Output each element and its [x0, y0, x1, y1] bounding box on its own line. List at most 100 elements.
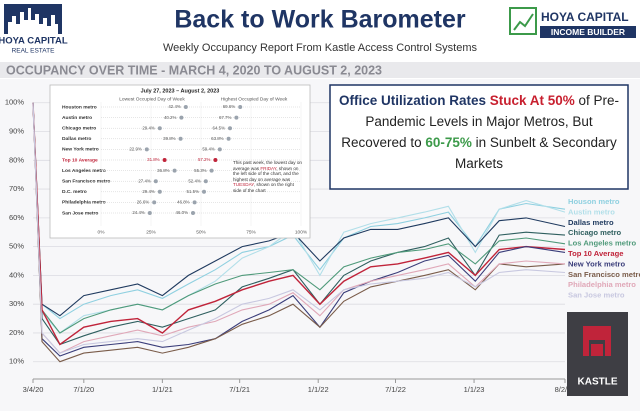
- series-line: [32, 102, 566, 354]
- inset-row-label: D.C. metro: [62, 189, 87, 195]
- inset-dot: [172, 168, 177, 173]
- y-tick-label: 90%: [9, 127, 24, 136]
- legend-label: Austin metro: [568, 207, 615, 216]
- inset-row-label: San Jose metro: [62, 210, 98, 216]
- logo-text: REAL ESTATE: [12, 48, 56, 55]
- inset-row-label: Houston metro: [62, 104, 97, 110]
- y-tick-label: 10%: [9, 357, 24, 366]
- inset-dot: [144, 147, 149, 152]
- inset-dot: [238, 105, 243, 109]
- logo-text: HOYA CAPITAL: [541, 10, 629, 24]
- inset-note: This past week, the lowest day on averag…: [233, 160, 303, 194]
- inset-value-label: 52.4%: [188, 178, 201, 183]
- y-tick-label: 50%: [9, 242, 24, 251]
- inset-row-label: Los Angeles metro: [62, 168, 106, 174]
- y-tick-label: 30%: [9, 299, 24, 308]
- text-run: FRIDAY: [260, 165, 277, 171]
- legend-label: Los Angeles metro: [568, 239, 636, 248]
- legend-label: Top 10 Average: [568, 249, 623, 258]
- inset-dot: [213, 158, 218, 162]
- inset-dot: [147, 211, 152, 215]
- inset-value-label: 69.6%: [223, 104, 236, 109]
- y-tick-label: 40%: [9, 270, 24, 279]
- inset-value-label: 29.4%: [142, 189, 155, 194]
- legend-label: Philadelphia metro: [568, 280, 636, 289]
- inset-value-label: 51.5%: [187, 189, 200, 194]
- text-run: Office Utilization Rates: [338, 93, 490, 108]
- inset-dot: [157, 126, 162, 131]
- header-bg: [0, 0, 640, 60]
- x-tick-label: 1/1/21: [152, 385, 173, 394]
- inset-dot: [202, 189, 206, 194]
- inset-row-label: Dallas metro: [62, 136, 91, 142]
- inset-dot: [153, 179, 158, 184]
- y-tick-label: 100%: [5, 98, 25, 107]
- inset-tick-label: 50%: [196, 229, 206, 235]
- inset-value-label: 55.3%: [194, 168, 207, 173]
- callout-box: [329, 84, 629, 190]
- inset-box: [49, 84, 311, 239]
- logo-text: KASTLE: [578, 377, 618, 388]
- section-bar: [0, 62, 640, 78]
- inset-value-label: 64.5%: [213, 125, 226, 130]
- y-tick-label: 70%: [9, 184, 24, 193]
- inset-value-label: 67.7%: [219, 115, 232, 120]
- inset-dot: [191, 211, 195, 215]
- x-tick-label: 8/2/23: [555, 385, 576, 394]
- legend-label: Houson metro: [568, 197, 620, 206]
- y-tick-label: 20%: [9, 328, 24, 337]
- series-line: [32, 102, 566, 346]
- inset-row-label: New York metro: [62, 147, 99, 153]
- series-line: [32, 102, 566, 357]
- inset-tick-label: 100%: [295, 229, 308, 235]
- text-run: 60-75%: [425, 135, 472, 150]
- text-run: , shown on the left side of the chart, a…: [233, 165, 299, 182]
- text-run: in Sunbelt & Secondary Markets: [454, 135, 617, 171]
- inset-dot: [162, 158, 167, 162]
- inset-dot: [178, 136, 183, 141]
- text-run: Stuck At 50%: [489, 93, 575, 108]
- legend-label: San Jose metro: [568, 291, 625, 300]
- x-tick-label: 3/4/20: [23, 385, 44, 394]
- inset-value-label: 31.8%: [147, 157, 160, 162]
- inset-value-label: 36.8%: [157, 168, 170, 173]
- text-run: TUESDAY: [233, 182, 254, 188]
- inset-dot: [209, 168, 214, 173]
- inset-dot: [234, 115, 239, 120]
- inset-tick-label: 0%: [98, 229, 106, 235]
- inset-value-label: 57.2%: [198, 157, 211, 162]
- inset-dot: [157, 189, 162, 194]
- text-run: , shown on the right side of the chart: [233, 182, 294, 193]
- inset-value-label: 46.8%: [177, 200, 190, 205]
- inset-value-label: 59.4%: [202, 147, 215, 152]
- section-title: OCCUPANCY OVER TIME - MARCH 4, 2020 TO A…: [6, 63, 382, 77]
- right-logo: HOYA CAPITAL INCOME BUILDER: [509, 7, 636, 38]
- inset-value-label: 26.6%: [137, 200, 150, 205]
- inset-dot: [152, 200, 157, 205]
- inset-value-label: 24.4%: [132, 210, 145, 215]
- inset-tick-label: 75%: [246, 229, 256, 235]
- inset-header: Lowest Occupied Day of Week: [119, 96, 185, 102]
- inset-value-label: 22.9%: [129, 147, 142, 152]
- y-tick-label: 80%: [9, 155, 24, 164]
- callout: Office Utilization Rates Stuck At 50% of…: [334, 90, 624, 174]
- logo-text: HOYA CAPITAL: [0, 36, 68, 47]
- inset-dot: [203, 179, 208, 184]
- inset-header: Highest Occupied Day of Week: [221, 96, 288, 102]
- x-tick-label: 1/1/22: [308, 385, 329, 394]
- legend-label: New York metro: [568, 259, 625, 268]
- inset-value-label: 27.4%: [138, 178, 151, 183]
- inset-tick-label: 25%: [146, 229, 156, 235]
- inset-dot: [217, 147, 222, 152]
- text-run: This past week, the lowest day on averag…: [233, 160, 302, 171]
- kastle-logo: KASTLE: [567, 312, 628, 396]
- x-tick-label: 7/1/21: [229, 385, 250, 394]
- inset-value-label: 29.4%: [142, 125, 155, 130]
- inset-row-label: Austin metro: [62, 115, 92, 121]
- inset-dot: [226, 136, 231, 141]
- legend-label: Dallas metro: [568, 218, 614, 227]
- inset-row-label: Chicago metro: [62, 125, 96, 131]
- inset-row-label: Philadelphia metro: [62, 200, 106, 206]
- text-run: of Pre-Pandemic Levels in Major Metros, …: [341, 93, 620, 150]
